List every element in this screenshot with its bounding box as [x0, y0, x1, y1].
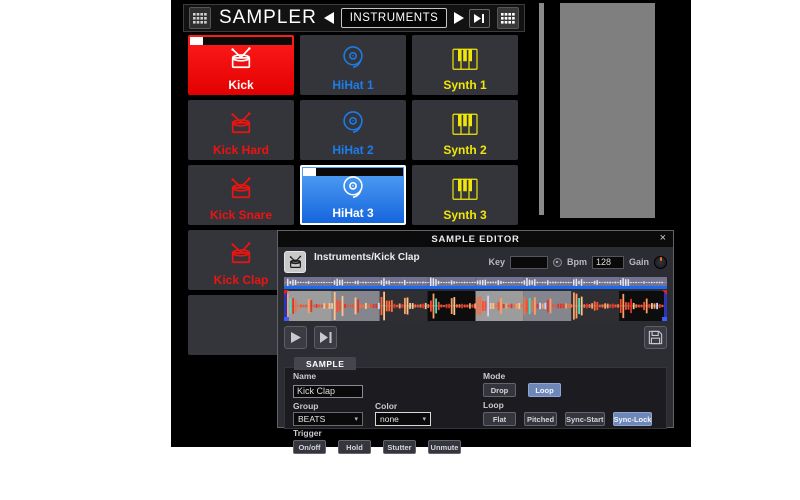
sample-editor-dialog: SAMPLE EDITOR × Instruments/Kick Clap Ke… [277, 230, 674, 454]
group-select[interactable]: BEATS ▾ [293, 412, 363, 426]
side-scroll-strip [539, 3, 544, 215]
bpm-label: Bpm [566, 257, 587, 267]
dialog-title: SAMPLE EDITOR [431, 233, 520, 245]
key-input[interactable] [509, 255, 548, 269]
pad-play-progress [303, 168, 403, 176]
sample-path: Instruments/Kick Clap [314, 252, 420, 263]
loop-sync-start-button[interactable]: Sync-Start [565, 412, 605, 426]
loop-sync-lock-button[interactable]: Sync-Lock [612, 412, 653, 426]
sampler-header: SAMPLER INSTRUMENTS [183, 4, 525, 32]
sample-settings-panel: Name Group BEATS ▾ Color [284, 367, 667, 454]
pad-hihat-3[interactable]: HiHat 3 [300, 165, 406, 225]
piano-keys-icon [452, 178, 478, 205]
mode-label: Mode [483, 371, 506, 381]
tab-sample[interactable]: SAMPLE [294, 357, 357, 370]
loop-end-marker[interactable] [662, 290, 667, 321]
loop-pitched-button[interactable]: Pitched [524, 412, 557, 426]
loop-flat-button[interactable]: Flat [483, 412, 516, 426]
drum-icon [226, 176, 256, 206]
drum-icon [226, 241, 256, 271]
trigger-onoff-button[interactable]: On/off [293, 440, 326, 454]
side-panel [560, 3, 655, 218]
transport-bar [284, 326, 667, 349]
trigger-stutter-button[interactable]: Stutter [383, 440, 416, 454]
pad-view-button[interactable] [189, 7, 211, 29]
pad-label: Kick [228, 78, 254, 92]
name-input[interactable] [293, 384, 363, 398]
key-lock-button[interactable] [552, 257, 562, 267]
drum-icon [226, 111, 256, 141]
grid-icon [501, 12, 515, 24]
overview-position-line [284, 286, 667, 289]
pad-play-progress [190, 37, 292, 45]
chevron-down-icon: ▾ [354, 416, 358, 423]
mode-drop-button[interactable]: Drop [483, 383, 516, 397]
pad-label: Synth 3 [443, 208, 487, 222]
pad-empty[interactable] [188, 295, 294, 355]
bpm-input[interactable] [591, 255, 624, 269]
loop-start-marker[interactable] [284, 290, 289, 321]
grid-icon [193, 12, 207, 24]
pad-kick[interactable]: Kick [188, 35, 294, 95]
group-label: Group [293, 401, 319, 411]
pad-label: Synth 1 [443, 78, 487, 92]
key-label: Key [488, 257, 505, 267]
trigger-hold-button[interactable]: Hold [338, 440, 371, 454]
gain-knob-icon[interactable] [654, 255, 667, 269]
pad-hihat-1[interactable]: HiHat 1 [300, 35, 406, 95]
pad-label: HiHat 2 [332, 143, 374, 157]
pad-label: Kick Snare [209, 208, 273, 222]
prev-bank-arrow[interactable] [324, 12, 334, 24]
piano-keys-icon [452, 48, 478, 75]
color-select[interactable]: none ▾ [375, 412, 431, 426]
pad-kick-clap[interactable]: Kick Clap [188, 230, 294, 290]
sample-type-button[interactable] [284, 251, 306, 273]
dialog-title-bar: SAMPLE EDITOR × [278, 231, 673, 247]
cymbal-icon [337, 44, 369, 78]
close-icon[interactable]: × [659, 232, 666, 244]
last-bank-button[interactable] [469, 8, 490, 28]
save-icon [648, 330, 663, 345]
play-to-end-button[interactable] [314, 326, 337, 349]
pad-synth-2[interactable]: Synth 2 [412, 100, 518, 160]
mode-loop-button[interactable]: Loop [528, 383, 561, 397]
pad-kick-snare[interactable]: Kick Snare [188, 165, 294, 225]
trigger-unmute-button[interactable]: Unmute [428, 440, 461, 454]
drum-icon [289, 255, 301, 268]
loop-label: Loop [483, 400, 504, 410]
next-bank-arrow[interactable] [454, 12, 464, 24]
pad-label: Synth 2 [443, 143, 487, 157]
bank-selector[interactable]: INSTRUMENTS [341, 8, 447, 28]
name-label: Name [293, 371, 317, 381]
pad-synth-3[interactable]: Synth 3 [412, 165, 518, 225]
chevron-down-icon: ▾ [422, 416, 426, 423]
editor-tabs: SAMPLE [284, 354, 667, 370]
pad-label: HiHat 1 [332, 78, 374, 92]
cymbal-icon [337, 174, 369, 208]
piano-keys-icon [452, 113, 478, 140]
skip-to-end-icon [319, 332, 331, 343]
play-icon [290, 332, 301, 343]
sampler-window: SAMPLER INSTRUMENTS [171, 0, 691, 454]
drum-icon [226, 46, 256, 76]
color-label: Color [375, 401, 398, 411]
gain-label: Gain [628, 257, 649, 267]
pad-hihat-2[interactable]: HiHat 2 [300, 100, 406, 160]
pad-kick-hard[interactable]: Kick Hard [188, 100, 294, 160]
app-title: SAMPLER [219, 7, 317, 28]
play-button[interactable] [284, 326, 307, 349]
waveform-display[interactable] [284, 290, 667, 321]
save-button[interactable] [644, 326, 667, 349]
skip-to-end-icon [474, 13, 484, 23]
cymbal-icon [337, 109, 369, 143]
grid-view-button[interactable] [497, 7, 519, 29]
waveform-overview[interactable] [284, 275, 667, 286]
pad-label: Kick Clap [213, 273, 269, 287]
trigger-label: Trigger [293, 428, 322, 438]
pad-label: HiHat 3 [332, 206, 374, 220]
pad-label: Kick Hard [212, 143, 270, 157]
pad-synth-1[interactable]: Synth 1 [412, 35, 518, 95]
